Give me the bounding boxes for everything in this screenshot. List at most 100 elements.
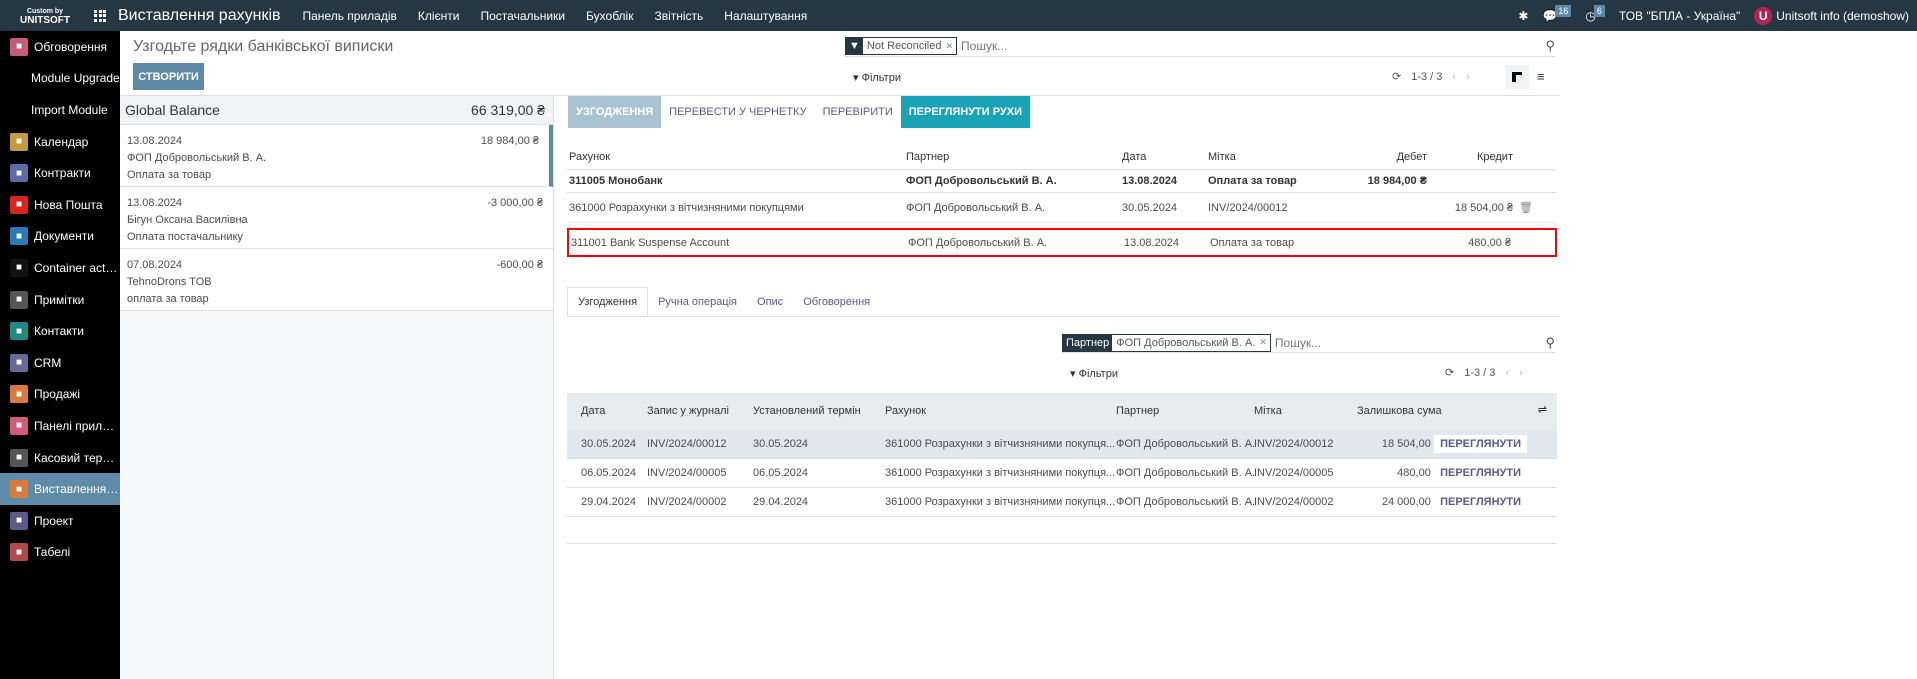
filters-label: Фільтри	[1078, 368, 1118, 380]
tab-description[interactable]: Опис	[757, 295, 784, 308]
statement-line[interactable]: 13.08.2024 Бігун Оксана Василівна Оплата п…	[120, 187, 553, 249]
app-icon: ■	[10, 290, 28, 309]
line-partner: ФОП Добровольський В. А.	[906, 175, 1057, 187]
pager-value[interactable]: 1-3 / 3	[1464, 366, 1496, 379]
create-button[interactable]: СТВОРИТИ	[133, 63, 204, 90]
refresh-icon[interactable]: ⟳	[1392, 71, 1402, 83]
kanban-view-button[interactable]	[1505, 65, 1529, 89]
line-credit: 480,00 ₴	[1468, 236, 1511, 249]
statement-line[interactable]: 07.08.2024 TehnoDrons TOB оплата за товар -…	[120, 249, 553, 311]
sidebar-item[interactable]: ■ Календар	[0, 126, 120, 158]
to-draft-button[interactable]: ПЕРЕВЕСТИ У ЧЕРНЕТКУ	[669, 106, 807, 118]
menu-customers[interactable]: Клієнти	[417, 8, 460, 23]
sidebar-item[interactable]: Import Module	[0, 94, 120, 126]
kanban-icon	[1512, 72, 1522, 82]
sidebar-item[interactable]: ■ Проект	[0, 505, 120, 537]
company-switcher[interactable]: ТОВ "БПЛА - Україна"	[1618, 8, 1741, 23]
sidebar-item[interactable]: ■ Документи	[0, 221, 120, 253]
journal-line[interactable]: 311005 Монобанк ФОП Добровольський В. А. 1…	[567, 170, 1557, 193]
filters-button[interactable]: ▾ Фільтри	[853, 72, 901, 84]
action-buttons: УЗГОДЖЕННЯ ПЕРЕВЕСТИ У ЧЕРНЕТКУ ПЕРЕВІРИ…	[568, 96, 1031, 128]
menu-vendors[interactable]: Постачальники	[480, 8, 566, 23]
logo-bottom-text: UNITSOFT	[20, 14, 70, 26]
sidebar-item[interactable]: ■ Панелі приладів	[0, 410, 120, 442]
sidebar-item-label: Import Module	[31, 102, 108, 117]
menu-reporting[interactable]: Звітність	[654, 8, 704, 23]
app-icon: ■	[10, 195, 28, 214]
match-row[interactable]: 30.05.2024 INV/2024/00012 30.05.2024 361000…	[567, 430, 1557, 459]
bug-icon[interactable]: ✱	[1518, 8, 1529, 23]
col-account: Рахунок	[569, 151, 611, 163]
journal-line[interactable]: 361000 Розрахунки з вітчизняними покупця…	[567, 193, 1557, 223]
col-account: Рахунок	[885, 405, 927, 417]
app-grid-icon[interactable]	[94, 9, 106, 22]
next-icon[interactable]: ›	[1466, 70, 1470, 83]
prev-icon[interactable]: ‹	[1505, 366, 1510, 379]
prev-icon[interactable]: ‹	[1452, 70, 1457, 83]
sidebar-item[interactable]: ■ CRM	[0, 347, 120, 379]
row-date: 30.05.2024	[581, 438, 637, 450]
tab-manual-operation[interactable]: Ручна операція	[658, 295, 738, 308]
view-moves-button[interactable]: ПЕРЕГЛЯНУТИ РУХИ	[900, 96, 1031, 128]
search-facet: ▼ Not Reconciled ✕	[845, 37, 958, 55]
next-icon[interactable]: ›	[1519, 366, 1523, 379]
filter-icon: ▼	[846, 38, 863, 54]
search-input[interactable]	[961, 39, 1546, 53]
menu-accounting[interactable]: Бухоблік	[586, 8, 634, 23]
global-balance-amount: 66 319,00 ₴	[471, 102, 545, 118]
sidebar-item-label: Нова Пошта	[34, 197, 103, 212]
view-button[interactable]: ПЕРЕГЛЯНУТИ	[1434, 464, 1527, 482]
line-ref: Оплата постачальнику	[127, 231, 243, 243]
view-button[interactable]: ПЕРЕГЛЯНУТИ	[1434, 493, 1527, 511]
trash-icon[interactable]: 🗑	[1519, 202, 1533, 214]
menu-settings[interactable]: Налаштування	[724, 8, 808, 23]
row-date: 06.05.2024	[581, 467, 637, 479]
pager-value[interactable]: 1-3 / 3	[1411, 70, 1443, 83]
column-settings-icon[interactable]: ⇌	[1537, 404, 1547, 416]
line-account: 311001 Bank Suspense Account	[571, 236, 730, 249]
sidebar-item[interactable]: ■ Продажі	[0, 379, 120, 411]
menu-dashboard[interactable]: Панель приладів	[302, 8, 397, 23]
search-icon[interactable]: ⚲	[1545, 334, 1555, 350]
sidebar-item[interactable]: ■ Примітки	[0, 284, 120, 316]
reconcile-button[interactable]: УЗГОДЖЕННЯ	[568, 96, 662, 128]
sidebar-item[interactable]: ■ Касовий термін...	[0, 442, 120, 474]
sidebar-item[interactable]: ■ Нова Пошта	[0, 189, 120, 221]
line-partner: ФОП Добровольський В. А.	[127, 152, 267, 164]
remove-facet-icon[interactable]: ✕	[1259, 337, 1267, 347]
sidebar-item[interactable]: ■ Container actions	[0, 252, 120, 284]
tab-reconciliation[interactable]: Узгодження	[567, 287, 649, 316]
view-button[interactable]: ПЕРЕГЛЯНУТИ	[1434, 435, 1527, 453]
sidebar-item[interactable]: ■ Виставлення ра...	[0, 473, 120, 505]
line-date: 13.08.2024	[127, 197, 183, 209]
journal-line[interactable]: 311001 Bank Suspense Account ФОП Добровол…	[567, 228, 1557, 257]
unitsoft-logo[interactable]: Custom by UNITSOFT	[0, 0, 90, 31]
line-ref: оплата за товар	[127, 293, 209, 305]
sidebar-item[interactable]: ■ Табелі	[0, 537, 120, 569]
match-search-input[interactable]	[1274, 335, 1546, 350]
check-button[interactable]: ПЕРЕВІРИТИ	[822, 106, 893, 118]
search-icon[interactable]: ⚲	[1545, 38, 1555, 53]
list-view-button[interactable]: ≡	[1537, 69, 1545, 84]
messages-button[interactable]: 💬16	[1542, 4, 1572, 23]
col-date: Дата	[581, 405, 606, 417]
row-account: 361000 Розрахунки з вітчизняними покупця…	[885, 467, 1116, 479]
app-icon: ■	[10, 37, 28, 56]
match-filters-button[interactable]: ▾ Фільтри	[1070, 368, 1118, 380]
activities-button[interactable]: ◷6	[1585, 4, 1605, 23]
tab-discussion[interactable]: Обговорення	[803, 295, 871, 308]
sidebar-item[interactable]: ■ Обговорення	[0, 31, 120, 63]
sidebar-item[interactable]: ■ Контакти	[0, 315, 120, 347]
app-icon: ■	[10, 416, 28, 435]
sidebar-item[interactable]: Module Upgrade	[0, 63, 120, 95]
line-debit: 18 984,00 ₴	[1367, 175, 1427, 187]
line-account: 311005 Монобанк	[569, 175, 663, 187]
statement-line[interactable]: 13.08.2024 ФОП Добровольський В. А. Оплата…	[120, 125, 553, 187]
refresh-icon[interactable]: ⟳	[1445, 367, 1455, 379]
match-row[interactable]: 06.05.2024 INV/2024/00005 06.05.2024 361000…	[567, 459, 1557, 488]
user-menu[interactable]: U Unitsoft info (demoshow)	[1754, 6, 1909, 25]
sidebar-item[interactable]: ■ Контракти	[0, 157, 120, 189]
remove-facet-icon[interactable]: ✕	[945, 40, 954, 51]
match-row[interactable]: 29.04.2024 INV/2024/00002 29.04.2024 361000…	[567, 488, 1557, 517]
facet-value: Not Reconciled	[866, 40, 942, 52]
